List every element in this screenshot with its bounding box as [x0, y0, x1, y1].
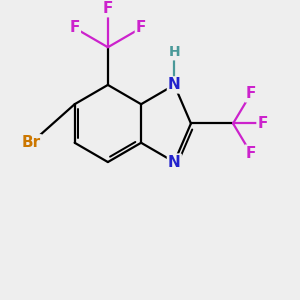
- Text: N: N: [168, 77, 181, 92]
- Text: F: F: [103, 1, 113, 16]
- Text: F: F: [246, 146, 256, 161]
- Text: Br: Br: [22, 135, 41, 150]
- Text: F: F: [70, 20, 80, 35]
- Text: H: H: [169, 45, 180, 59]
- Text: F: F: [246, 86, 256, 101]
- Text: N: N: [168, 154, 181, 169]
- Text: F: F: [257, 116, 268, 131]
- Text: F: F: [136, 20, 146, 35]
